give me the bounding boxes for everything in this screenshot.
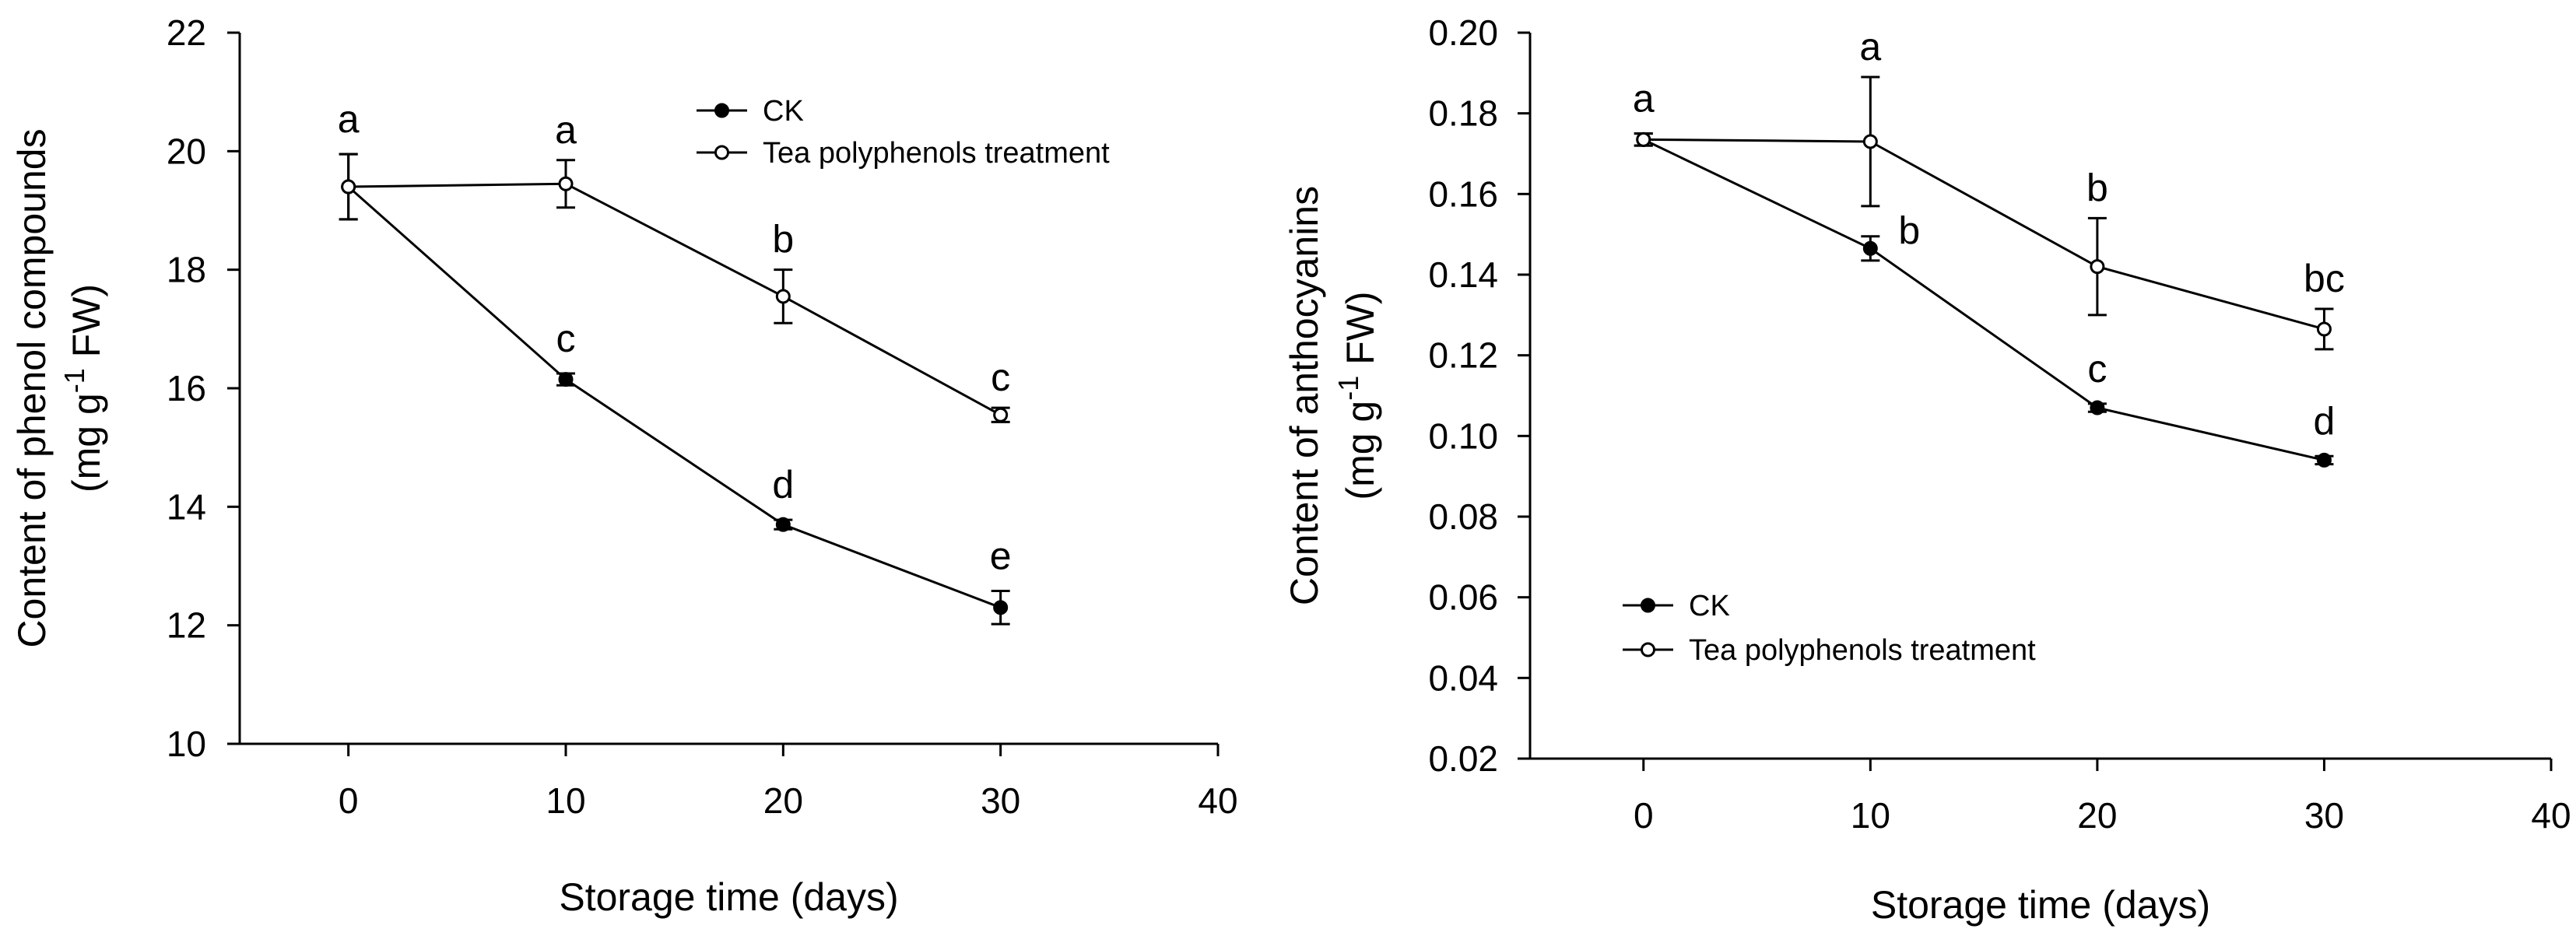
series-ck: a b c d [1633,77,2336,468]
series-tea-polyphenols: a b bc [1634,25,2345,351]
y-tick-label: 12 [167,605,206,646]
legend-label: Tea polyphenols treatment [763,137,1110,170]
data-point [775,289,791,304]
y-tick-label: 0.06 [1428,577,1498,618]
significance-letter: bc [2304,257,2345,300]
x-tick-label: 0 [339,780,359,821]
significance-letter: a [555,108,577,152]
y-axis-title-line1: Content of phenol compounds [10,128,54,647]
legend-marker [1641,598,1655,613]
data-point [2316,321,2332,337]
significance-letter: a [1633,77,1655,121]
legend: CK Tea polyphenols treatment [1623,590,2036,667]
series-tea-polyphenols: a b c [339,108,1010,423]
y-tick-label: 0.20 [1428,12,1498,53]
legend-label: Tea polyphenols treatment [1689,634,2036,667]
x-tick-label: 10 [546,780,585,821]
y-axis-title-line2: (mg g-1 FW) [58,284,108,493]
significance-letter: c [991,356,1010,399]
data-point [775,517,791,532]
y-tick-label: 0.14 [1428,254,1498,295]
y-tick-label: 16 [167,368,206,408]
y-tick-label: 18 [167,250,206,290]
chart-panel-1: 10 12 14 16 18 20 22 0 10 20 30 40 Storage time (day… [10,12,1238,919]
y-tick-label: 14 [167,486,206,527]
y-axis-title-superscript: -1 [58,368,90,393]
significance-letter: c [2087,347,2107,391]
y-axis-title-unit: (mg g [65,393,108,493]
data-point [2090,400,2105,415]
y-axis-title-line1: Content of anthocyanins [1283,186,1326,605]
y-tick-label: 0.18 [1428,93,1498,134]
y-tick-label: 0.10 [1428,415,1498,456]
x-tick-label: 40 [2531,795,2571,836]
data-point [341,179,356,195]
x-tick-label: 30 [981,780,1020,821]
x-tick-label: 30 [2304,795,2344,836]
x-tick-label: 20 [2077,795,2117,836]
series-line [1643,138,2325,461]
data-point [1636,131,1651,147]
x-axis-title: Storage time (days) [559,875,898,919]
legend-marker [714,103,729,118]
y-tick-label: 0.08 [1428,496,1498,537]
series-line [348,182,1002,416]
significance-letter: a [1859,25,1881,68]
series-ck: a c d e [338,97,1012,626]
y-tick-label: 0.12 [1428,335,1498,376]
series-line [347,185,1002,609]
x-tick-label: 10 [1851,795,1890,836]
series-line [1643,138,2325,331]
data-point [2090,259,2105,275]
legend-label: CK [1689,590,1730,622]
significance-letter: d [2314,399,2336,443]
legend-label: CK [763,95,804,128]
legend-marker [1641,642,1655,657]
y-tick-label: 0.16 [1428,174,1498,214]
data-point [1862,240,1878,256]
y-axis-title-unit-suffix: FW) [65,284,108,368]
data-point [1862,134,1878,149]
significance-letter: b [2086,166,2108,209]
legend: CK Tea polyphenols treatment [697,95,1110,170]
chart-panel-2: 0.02 0.04 0.06 0.08 0.10 0.12 0.14 0.16 0.18 0.20… [1283,12,2571,927]
y-tick-label: 10 [167,724,206,764]
y-axis-title-unit: (mg g [1339,401,1382,500]
y-axis-title-unit-suffix: FW) [1339,291,1382,375]
x-tick-label: 40 [1198,780,1237,821]
x-axis-title: Storage time (days) [1871,883,2210,927]
data-point [558,372,574,387]
significance-letter: b [1898,209,1920,252]
x-tick-label: 0 [1634,795,1654,836]
y-tick-label: 22 [167,12,206,53]
data-point [993,600,1009,615]
y-tick-label: 0.04 [1428,657,1498,698]
x-tick-label: 20 [763,780,803,821]
y-axis-title-superscript: -1 [1332,376,1364,401]
y-axis-title-line2: (mg g-1 FW) [1332,291,1382,500]
data-point [2316,452,2332,468]
significance-letter: d [772,463,794,507]
y-tick-label: 0.02 [1428,738,1498,779]
data-point [558,176,574,191]
data-point [993,407,1009,422]
significance-letter: c [556,317,576,360]
significance-letter: e [990,534,1012,577]
y-tick-label: 20 [167,131,206,171]
significance-letter: a [338,97,360,141]
significance-letter: b [772,218,794,261]
legend-marker [714,145,729,160]
